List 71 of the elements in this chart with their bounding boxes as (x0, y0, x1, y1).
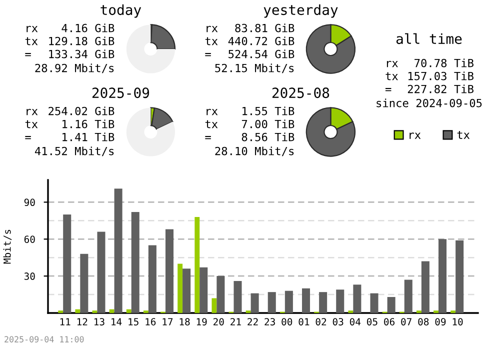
text: rx (26, 26, 38, 32)
x-tick-label: 18 (180, 318, 190, 326)
text: tx (386, 72, 398, 80)
x-tick-label: 19 (196, 318, 207, 326)
text: = (205, 53, 211, 56)
text: 1.55 TiB (242, 106, 294, 116)
text: 83.81 GiB (235, 24, 294, 32)
x-tick-label: 09 (435, 318, 446, 326)
x-tick-label: 20 (214, 318, 224, 326)
chart-title: 2025-08 (272, 88, 330, 98)
x-tick-label: 00 (282, 318, 292, 326)
text: tx (25, 120, 38, 128)
x-tick-label: 04 (350, 318, 361, 326)
text: = (25, 136, 31, 140)
text: 440.72 GiB (228, 36, 294, 46)
text: 524.54 GiB (228, 50, 294, 58)
x-tick-label: 23 (264, 318, 275, 326)
x-tick-label: 16 (146, 318, 156, 326)
x-tick-label: 08 (418, 318, 429, 326)
text: 8.56 TiB (242, 132, 294, 142)
text: since 2024-09-05 (376, 98, 482, 108)
x-tick-label: 03 (332, 318, 344, 326)
y-tick-label: 90 (24, 198, 35, 206)
text: = (25, 53, 31, 56)
text: 28.10 Mbit/s (215, 146, 294, 156)
x-tick-label: 12 (77, 318, 88, 326)
chart-title: 2025-09 (92, 88, 150, 98)
chart-title: yesterday (264, 4, 338, 18)
text: 129.18 GiB (49, 36, 114, 46)
y-tick-label: 60 (24, 236, 35, 243)
text: = (385, 88, 392, 92)
text: 1.41 TiB (62, 132, 114, 142)
chart-title: today (100, 4, 142, 18)
x-tick-label: 07 (401, 318, 412, 326)
legend-label: tx (457, 131, 470, 139)
legend-label: rx (410, 132, 421, 139)
y-axis-title: Mbit/s (3, 230, 12, 264)
text: tx (205, 37, 218, 46)
y-tick-label: 30 (24, 272, 35, 280)
x-tick-label: 10 (452, 318, 463, 326)
x-tick-label: 05 (366, 318, 378, 326)
text: 28.92 Mbit/s (35, 64, 114, 74)
x-tick-label: 13 (94, 318, 104, 326)
text: 157.03 TiB (408, 72, 474, 80)
text: rx (206, 108, 218, 116)
x-tick-label: 17 (162, 318, 173, 326)
text: 227.82 TiB (408, 84, 474, 94)
text: 41.52 Mbit/s (34, 146, 114, 156)
text: rx (386, 60, 398, 68)
text: rx (26, 108, 38, 116)
text: 4.16 GiB (62, 24, 114, 32)
x-tick-label: 21 (230, 318, 241, 326)
text: 133.34 GiB (49, 50, 114, 58)
text: rx (206, 26, 218, 32)
x-tick-label: 22 (248, 318, 258, 326)
text: 2025-09-04 11:00 (4, 336, 84, 342)
text: tx (25, 37, 38, 46)
x-tick-label: 14 (112, 318, 122, 326)
x-tick-label: 01 (298, 318, 310, 326)
x-tick-label: 15 (128, 318, 138, 326)
text: 7.00 TiB (242, 120, 294, 128)
text: all time (396, 33, 462, 44)
text: 70.78 TiB (414, 58, 474, 68)
text: tx (205, 120, 218, 128)
text: 1.16 TiB (62, 120, 114, 128)
text: 52.15 Mbit/s (215, 64, 294, 74)
x-tick-label: 06 (384, 318, 394, 326)
text: = (205, 136, 211, 140)
x-tick-label: 02 (316, 318, 326, 326)
x-tick-label: 11 (60, 318, 70, 326)
text: 254.02 GiB (48, 106, 114, 116)
